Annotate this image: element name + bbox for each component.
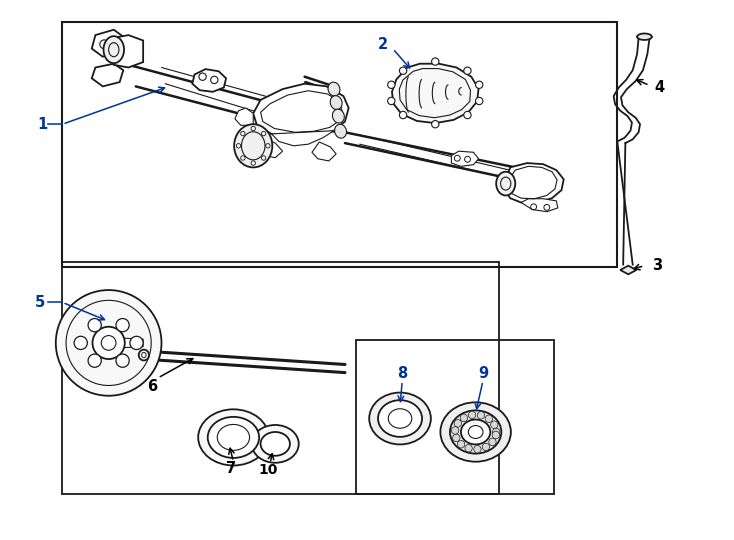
Circle shape bbox=[88, 354, 101, 367]
Ellipse shape bbox=[333, 109, 344, 123]
Circle shape bbox=[476, 97, 483, 105]
Polygon shape bbox=[192, 69, 226, 92]
Circle shape bbox=[464, 111, 471, 119]
Polygon shape bbox=[620, 266, 636, 274]
Polygon shape bbox=[253, 84, 349, 138]
Bar bbox=[62, 22, 617, 267]
Ellipse shape bbox=[330, 96, 342, 110]
Polygon shape bbox=[257, 138, 283, 158]
Circle shape bbox=[388, 81, 395, 89]
Ellipse shape bbox=[252, 425, 299, 463]
Text: 8: 8 bbox=[397, 366, 407, 381]
Circle shape bbox=[476, 81, 483, 89]
Ellipse shape bbox=[489, 438, 496, 446]
Ellipse shape bbox=[234, 124, 272, 167]
Circle shape bbox=[74, 336, 87, 349]
Ellipse shape bbox=[468, 411, 476, 418]
Text: 7: 7 bbox=[226, 461, 236, 476]
Ellipse shape bbox=[637, 33, 652, 40]
Circle shape bbox=[464, 67, 471, 75]
Text: 2: 2 bbox=[378, 37, 388, 52]
Polygon shape bbox=[505, 163, 564, 202]
Polygon shape bbox=[114, 35, 143, 68]
Text: 6: 6 bbox=[148, 379, 158, 394]
Ellipse shape bbox=[453, 434, 460, 442]
Ellipse shape bbox=[198, 409, 269, 465]
Text: 10: 10 bbox=[258, 463, 277, 477]
Text: 9: 9 bbox=[478, 366, 488, 381]
Ellipse shape bbox=[451, 427, 459, 434]
Polygon shape bbox=[451, 151, 479, 166]
Ellipse shape bbox=[335, 124, 346, 138]
Circle shape bbox=[130, 336, 143, 349]
Ellipse shape bbox=[493, 431, 500, 439]
Ellipse shape bbox=[440, 402, 511, 462]
Circle shape bbox=[432, 58, 439, 65]
Circle shape bbox=[399, 67, 407, 75]
Ellipse shape bbox=[490, 421, 498, 428]
Circle shape bbox=[56, 290, 161, 396]
Ellipse shape bbox=[477, 411, 484, 419]
Circle shape bbox=[116, 354, 129, 367]
Bar bbox=[62, 262, 499, 494]
Polygon shape bbox=[312, 142, 336, 161]
Ellipse shape bbox=[450, 410, 501, 454]
Circle shape bbox=[399, 111, 407, 119]
Circle shape bbox=[116, 319, 129, 332]
Ellipse shape bbox=[496, 172, 515, 195]
Text: 5: 5 bbox=[35, 295, 46, 310]
Polygon shape bbox=[109, 338, 143, 348]
Ellipse shape bbox=[328, 82, 340, 96]
Ellipse shape bbox=[378, 400, 422, 437]
Text: 1: 1 bbox=[37, 117, 48, 132]
Ellipse shape bbox=[139, 350, 149, 361]
Polygon shape bbox=[521, 199, 558, 212]
Bar bbox=[356, 340, 554, 494]
Ellipse shape bbox=[369, 393, 431, 444]
Ellipse shape bbox=[465, 444, 472, 452]
Polygon shape bbox=[92, 64, 123, 86]
Ellipse shape bbox=[457, 441, 465, 448]
Text: 3: 3 bbox=[652, 258, 662, 273]
Circle shape bbox=[432, 120, 439, 128]
Ellipse shape bbox=[208, 417, 259, 458]
Ellipse shape bbox=[461, 420, 490, 444]
Polygon shape bbox=[92, 30, 125, 57]
Text: 4: 4 bbox=[654, 80, 664, 95]
Ellipse shape bbox=[493, 428, 500, 436]
Polygon shape bbox=[235, 108, 253, 125]
Circle shape bbox=[88, 319, 101, 332]
Ellipse shape bbox=[261, 432, 290, 456]
Ellipse shape bbox=[485, 415, 493, 422]
Ellipse shape bbox=[460, 414, 468, 422]
Ellipse shape bbox=[103, 36, 124, 63]
Circle shape bbox=[92, 327, 125, 359]
Polygon shape bbox=[392, 64, 479, 123]
Ellipse shape bbox=[473, 446, 481, 453]
Polygon shape bbox=[272, 131, 334, 146]
Circle shape bbox=[388, 97, 395, 105]
Ellipse shape bbox=[482, 443, 490, 451]
Ellipse shape bbox=[454, 420, 462, 427]
